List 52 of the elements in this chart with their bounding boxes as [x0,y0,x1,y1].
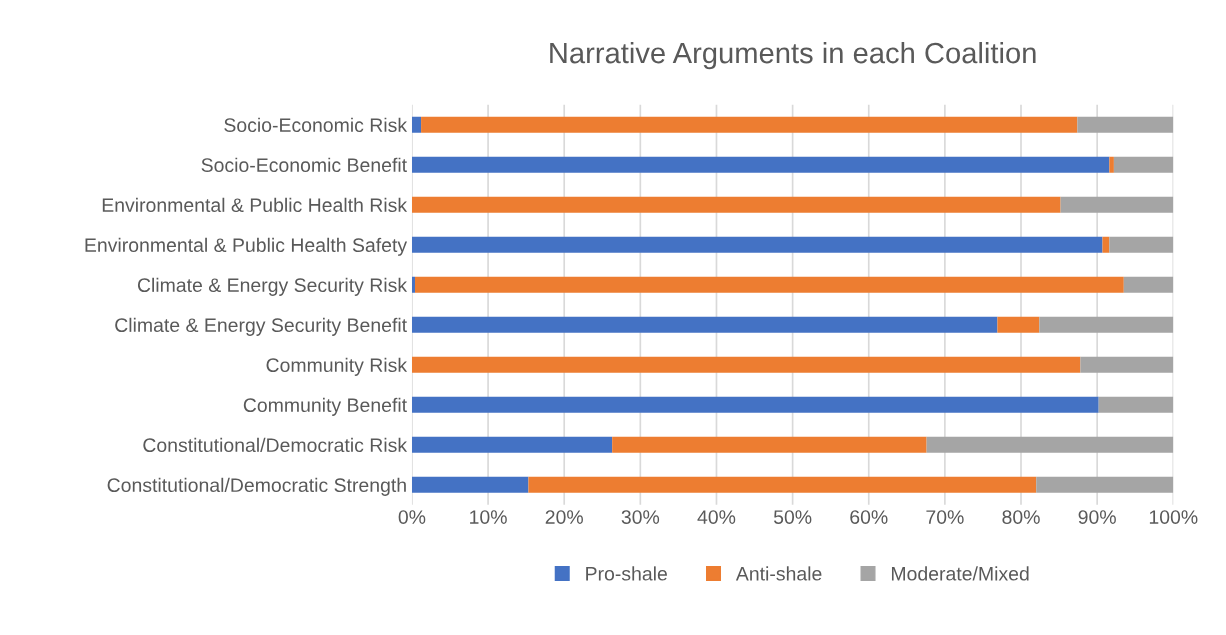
bar [411,196,1061,213]
x-tick-label: 10% [470,510,507,524]
bar [997,316,1040,333]
y-tick-label: Climate & Energy Security Benefit [115,317,407,336]
bar [411,316,998,333]
bar [411,116,422,133]
y-tick-label: Climate & Energy Security Risk [137,277,408,296]
y-tick-label: Socio-Economic Benefit [201,157,407,173]
x-tick-label: 50% [773,510,812,524]
bar [1036,476,1174,493]
bar [411,476,529,493]
bar [411,436,613,453]
x-tick-label: 30% [621,510,660,524]
bar [414,276,1124,293]
x-tick-label: 100% [1149,510,1198,524]
y-tick-label: Community Risk [266,357,408,376]
x-tick-label: 20% [545,510,583,524]
x-tick-label: 70% [926,510,964,524]
bar [1102,236,1110,253]
bar [1098,396,1174,413]
bar [411,396,1099,413]
x-tick-label: 60% [850,510,888,524]
legend-label: Anti-shale [735,566,822,581]
bar [1077,116,1174,133]
x-tick-label: 90% [1078,510,1116,524]
y-tick-label: Constitutional/Democratic Strength [107,477,406,496]
y-tick-label: Environmental & Public Health Risk [102,197,408,213]
y-tick-label: Constitutional/Democratic Risk [143,437,408,453]
bar [411,276,415,293]
bar [411,236,1103,253]
bar [411,156,1110,173]
bar [612,436,927,453]
bar [528,476,1037,493]
bar [1123,276,1174,293]
y-tick-label: Socio-Economic Risk [224,117,408,133]
y-tick-label: Community Benefit [243,397,407,416]
bar [1060,196,1174,213]
bar [1039,316,1174,333]
legend-label: Moderate/Mixed [891,566,1029,581]
legend-label: Pro-shale [586,566,667,581]
x-tick-label: 80% [1002,510,1040,524]
x-tick-label: 40% [697,510,736,524]
bar [1080,356,1174,373]
bar [421,116,1078,133]
y-tick-label: Environmental & Public Health Safety [85,237,408,256]
bar [926,436,1174,453]
chart-title: Narrative Arguments in each Coalition [550,41,1036,70]
x-tick-label: 0% [398,510,426,524]
bar [1113,156,1174,173]
bar [1109,156,1114,173]
bar [411,356,1081,373]
bar [1109,236,1174,253]
